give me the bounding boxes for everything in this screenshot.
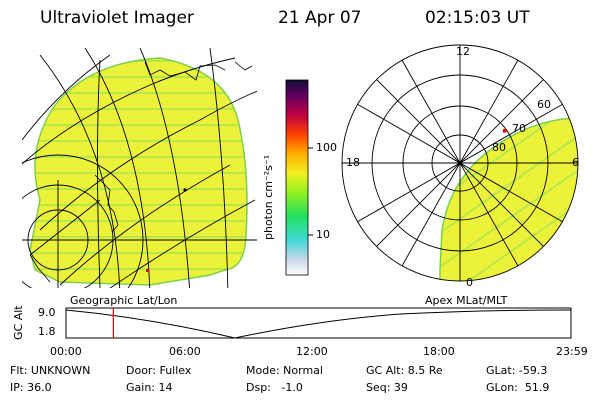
color-bar: [285, 79, 309, 276]
xtick-1800: 18:00: [423, 345, 455, 358]
dsp-info: Dsp: -1.0: [246, 381, 303, 394]
mlt-18-label: 18: [346, 156, 360, 169]
altitude-ytick-high: 9.0: [38, 306, 56, 319]
instrument-title: Ultraviolet Imager: [40, 8, 194, 28]
polar-plot: [341, 44, 579, 282]
colorbar-tick-100: 100: [316, 141, 337, 154]
geo-caption: Geographic Lat/Lon: [70, 294, 178, 307]
filter-info: Flt: UNKNOWN: [10, 364, 91, 377]
xtick-1200: 12:00: [296, 345, 328, 358]
mlt-0-label: 0: [466, 276, 473, 289]
glat-info: GLat: -59.3: [486, 364, 548, 377]
mlat-70-label: 70: [512, 122, 526, 135]
ip-info: IP: 36.0: [10, 381, 52, 394]
xtick-0000: 00:00: [50, 345, 82, 358]
xtick-0600: 06:00: [169, 345, 201, 358]
mlat-60-label: 60: [537, 98, 551, 111]
gc-alt-info: GC Alt: 8.5 Re: [366, 364, 443, 377]
colorbar-unit-label: photon cm⁻²s⁻¹: [262, 154, 275, 240]
observation-date: 21 Apr 07: [278, 8, 362, 28]
mlat-80-label: 80: [492, 141, 506, 154]
mlt-12-label: 12: [456, 45, 470, 58]
colorbar-tick-10: 10: [316, 228, 330, 241]
seq-info: Seq: 39: [366, 381, 408, 394]
altitude-plot: [65, 307, 572, 339]
door-info: Door: Fullex: [126, 364, 192, 377]
altitude-ytick-low: 1.8: [38, 325, 56, 338]
gain-info: Gain: 14: [126, 381, 173, 394]
observation-time: 02:15:03 UT: [425, 8, 530, 28]
xtick-2359: 23:59: [556, 345, 588, 358]
geographic-image: [22, 48, 257, 288]
glon-info: GLon: 51.9: [486, 381, 550, 394]
mode-info: Mode: Normal: [246, 364, 323, 377]
mlt-6-label: 6: [572, 156, 579, 169]
apex-caption: Apex MLat/MLT: [425, 294, 508, 307]
altitude-ylabel: GC Alt: [12, 305, 25, 340]
